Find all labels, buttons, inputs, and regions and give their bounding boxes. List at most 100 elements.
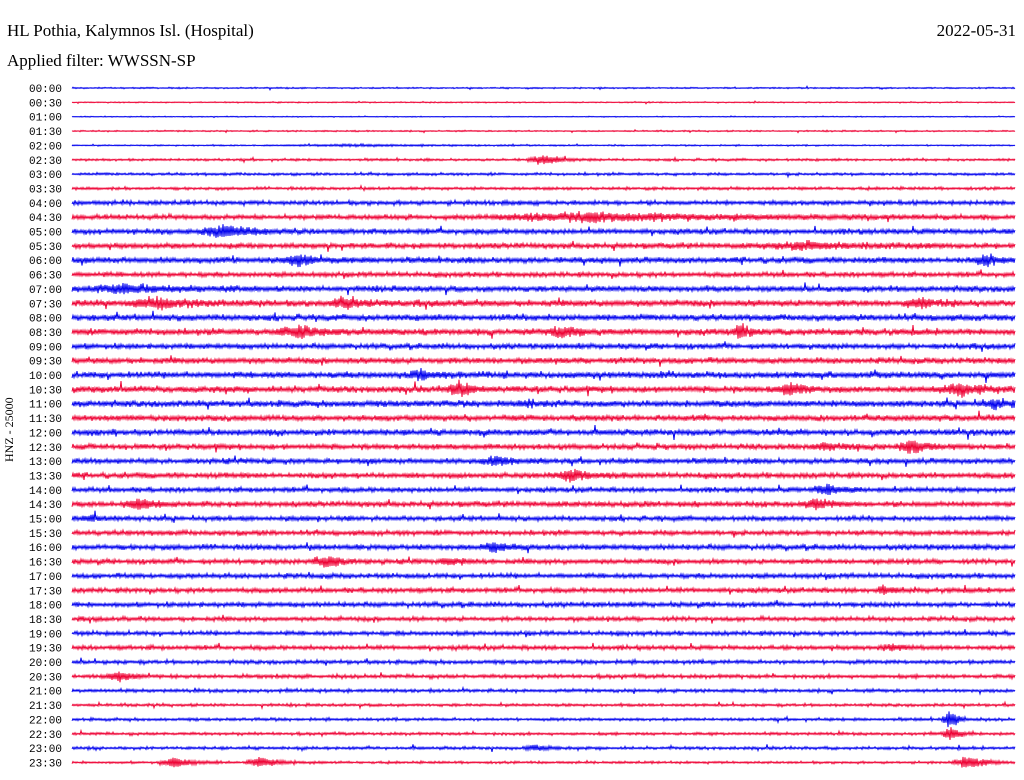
row-time-label: 07:30	[29, 299, 62, 311]
row-time-label: 05:00	[29, 228, 62, 240]
trace-row-2300	[71, 743, 1016, 753]
row-time-label: 09:30	[29, 357, 62, 369]
filter-label: Applied filter:	[7, 51, 104, 70]
trace-row-0930	[71, 355, 1016, 367]
row-time-label: 06:00	[29, 256, 62, 268]
trace-row-2330	[71, 756, 1016, 768]
trace-row-1030	[71, 379, 1016, 398]
trace-row-0400	[71, 198, 1016, 208]
row-time-label: 10:00	[29, 371, 62, 383]
trace-row-0200	[71, 142, 1016, 149]
row-time-label: 19:30	[29, 644, 62, 656]
trace-row-0100	[71, 115, 1016, 119]
row-time-label: 13:00	[29, 457, 62, 469]
row-time-label: 11:00	[29, 400, 62, 412]
trace-row-1330	[71, 468, 1016, 483]
row-time-label: 18:00	[29, 601, 62, 613]
row-time-label: 00:30	[29, 98, 62, 110]
row-time-label: 12:00	[29, 428, 62, 440]
row-time-label: 08:00	[29, 314, 62, 326]
row-time-label: 20:00	[29, 658, 62, 670]
trace-row-0430	[71, 211, 1016, 224]
row-time-label: 08:30	[29, 328, 62, 340]
row-time-label: 07:00	[29, 285, 62, 297]
trace-row-0300	[71, 170, 1016, 179]
row-time-label: 23:00	[29, 744, 62, 756]
trace-row-0030	[71, 100, 1016, 105]
trace-row-0630	[71, 269, 1016, 280]
trace-row-1930	[71, 642, 1016, 653]
trace-row-1500	[71, 510, 1016, 524]
row-time-label: 14:00	[29, 486, 62, 498]
row-time-label: 01:30	[29, 127, 62, 139]
trace-row-1700	[71, 571, 1016, 581]
row-time-label: 22:00	[29, 715, 62, 727]
trace-row-1900	[71, 628, 1016, 638]
trace-row-0500	[71, 224, 1016, 238]
row-time-label: 18:30	[29, 615, 62, 627]
filter-line: Applied filter: WWSSN-SP	[7, 51, 196, 71]
trace-row-0330	[71, 184, 1016, 193]
trace-row-1800	[71, 599, 1016, 610]
trace-row-1530	[71, 528, 1016, 538]
trace-row-0600	[71, 253, 1016, 268]
row-time-label: 14:30	[29, 500, 62, 512]
row-time-label: 00:00	[29, 84, 62, 96]
trace-row-2000	[71, 657, 1016, 667]
trace-row-0530	[71, 239, 1016, 252]
row-time-label: 04:30	[29, 213, 62, 225]
row-time-label: 16:30	[29, 558, 62, 570]
trace-row-2100	[71, 685, 1016, 696]
trace-row-0130	[71, 128, 1016, 134]
row-time-label: 22:30	[29, 730, 62, 742]
trace-row-0900	[71, 341, 1016, 352]
trace-row-1300	[71, 455, 1016, 467]
trace-row-0800	[71, 310, 1016, 323]
filter-value: WWSSN-SP	[107, 51, 196, 70]
row-time-label: 12:30	[29, 443, 62, 455]
row-time-label: 15:30	[29, 529, 62, 541]
trace-row-1730	[71, 584, 1016, 596]
trace-row-1100	[71, 397, 1016, 411]
trace-row-2030	[71, 671, 1016, 683]
trace-row-1400	[71, 483, 1016, 496]
row-time-label: 09:00	[29, 342, 62, 354]
trace-row-1200	[71, 425, 1016, 441]
row-time-label: 15:00	[29, 515, 62, 527]
row-time-label: 20:30	[29, 672, 62, 684]
row-time-label: 13:30	[29, 471, 62, 483]
row-time-label: 03:30	[29, 184, 62, 196]
row-time-label: 21:00	[29, 687, 62, 699]
trace-row-1230	[71, 440, 1016, 454]
row-time-label: 19:00	[29, 629, 62, 641]
row-time-label: 21:30	[29, 701, 62, 713]
row-time-label: 23:30	[29, 758, 62, 770]
trace-row-1430	[71, 498, 1016, 511]
trace-row-1600	[71, 542, 1016, 554]
row-time-label: 02:00	[29, 141, 62, 153]
row-time-label: 10:30	[29, 385, 62, 397]
row-time-label: 01:00	[29, 113, 62, 125]
trace-row-0000	[71, 85, 1016, 92]
row-time-label: 17:00	[29, 572, 62, 584]
trace-row-2130	[71, 700, 1016, 711]
trace-row-2230	[71, 727, 1016, 741]
station-title: HL Pothia, Kalymnos Isl. (Hospital)	[7, 21, 254, 40]
trace-row-0830	[71, 323, 1016, 339]
trace-row-1130	[71, 410, 1016, 423]
trace-row-0730	[71, 295, 1016, 311]
row-time-label: 03:00	[29, 170, 62, 182]
row-time-label: 06:30	[29, 271, 62, 283]
row-time-label: 05:30	[29, 242, 62, 254]
row-time-label: 11:30	[29, 414, 62, 426]
row-time-label: 02:30	[29, 156, 62, 168]
trace-row-1630	[71, 556, 1016, 568]
row-time-label: 17:30	[29, 586, 62, 598]
date-label: 2022-05-31	[936, 21, 1016, 40]
row-time-label: 16:00	[29, 543, 62, 555]
trace-row-2200	[71, 711, 1016, 728]
trace-row-0230	[71, 155, 1016, 165]
trace-row-1000	[71, 367, 1016, 383]
trace-row-0700	[71, 282, 1016, 296]
